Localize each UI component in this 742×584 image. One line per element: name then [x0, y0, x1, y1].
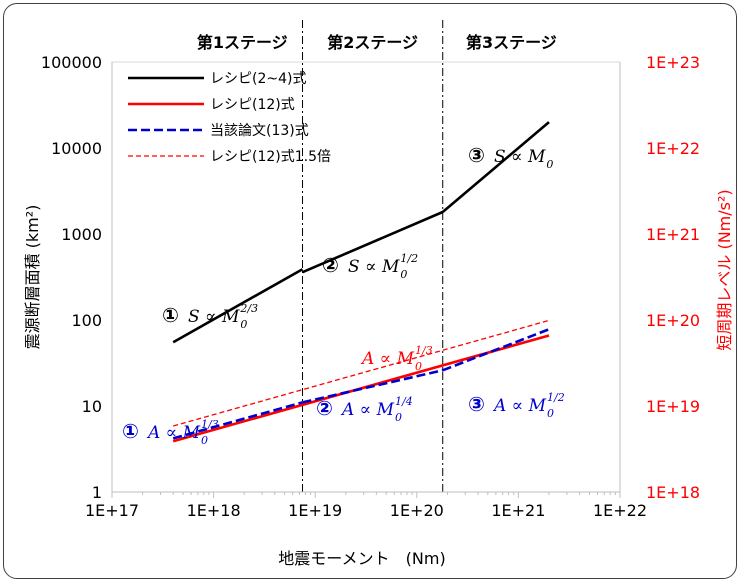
annotation-formula: A ∝ M [492, 396, 547, 416]
annotation-exponent: 1/4 [395, 395, 413, 408]
x-tick-label: 1E+18 [187, 501, 241, 520]
annotation-formula: S ∝ M [188, 307, 240, 327]
y2-tick-label: 1E+22 [646, 139, 700, 158]
x-tick-label: 1E+20 [390, 501, 444, 520]
annotation-exponent: 1/3 [415, 344, 433, 357]
y-tick-label: 1 [92, 483, 102, 502]
annotation-subscript: 0 [400, 268, 407, 281]
y-tick-label: 100000 [41, 53, 102, 72]
series-line [173, 319, 550, 427]
x-tick-label: 1E+17 [85, 501, 139, 520]
annotation-formula: A ∝ M [340, 400, 395, 420]
annotation-subscript: 0 [546, 158, 553, 171]
x-tick-label: 1E+22 [593, 501, 647, 520]
annotation-subscript: 0 [395, 411, 402, 424]
y2-tick-label: 1E+19 [646, 397, 700, 416]
annotation-number: ② [322, 253, 339, 277]
stage-title: 第1ステージ [197, 33, 288, 52]
annotation-formula: A ∝ M [146, 423, 201, 443]
legend-label: 当該論文(13)式 [210, 123, 309, 139]
annotation-number: ① [122, 419, 139, 443]
y2-tick-label: 1E+23 [646, 53, 700, 72]
y-tick-label: 10000 [51, 139, 102, 158]
series-line [172, 401, 303, 440]
series-group [172, 121, 550, 443]
y2-tick-label: 1E+18 [646, 483, 700, 502]
legend-label: レシピ(2~4)式 [210, 71, 306, 87]
axes-group: 1E+17 1E+18 1E+19 1E+20 1E+21 1E+22 1 10 100 1000… [41, 53, 700, 520]
chart-frame [3, 3, 737, 579]
y2-axis-label: 短周期レベル (Nm/s²) [715, 189, 734, 350]
annotation-formula: A ∝ M [360, 349, 415, 369]
y-tick-label: 10 [82, 397, 102, 416]
y2-tick-label: 1E+20 [646, 311, 700, 330]
annotation-exponent: 1/2 [400, 252, 418, 265]
x-tick-label: 1E+19 [288, 501, 342, 520]
annotation-number: ② [316, 396, 333, 420]
x-axis-label: 地震モーメント (Nm) [278, 549, 445, 568]
series-line [441, 121, 550, 213]
annotation-subscript: 0 [201, 434, 208, 447]
series-line [172, 268, 304, 344]
stage-group: 第1ステージ 第2ステージ 第3ステージ [197, 20, 557, 492]
y-tick-label: 1000 [61, 225, 102, 244]
y-axis-label: 震源断層面積 (km²) [23, 205, 42, 350]
legend-label: レシピ(12)式 [210, 97, 295, 113]
annotation-subscript: 0 [547, 407, 554, 420]
annotation-subscript: 0 [240, 318, 247, 331]
annotation-number: ③ [468, 392, 485, 416]
stage-title: 第3ステージ [466, 33, 557, 52]
annotation-number: ③ [468, 143, 485, 167]
series-line [302, 369, 443, 404]
series-line [442, 328, 550, 372]
legend-label: レシピ(12)式1.5倍 [210, 149, 331, 165]
stage-title: 第2ステージ [327, 33, 418, 52]
x-tick-label: 1E+21 [491, 501, 545, 520]
annotation-number: ① [162, 303, 179, 327]
annotation-exponent: 2/3 [239, 302, 258, 315]
annotation-formula: S ∝ M [494, 147, 546, 167]
annotation-formula: S ∝ M [348, 257, 400, 277]
series-line [301, 210, 444, 274]
annotation-subscript: 0 [415, 360, 422, 373]
y-tick-label: 100 [71, 311, 102, 330]
annotation-exponent: 1/2 [547, 391, 565, 404]
annotation-exponent: 1/3 [201, 418, 219, 431]
y2-tick-label: 1E+21 [646, 225, 700, 244]
